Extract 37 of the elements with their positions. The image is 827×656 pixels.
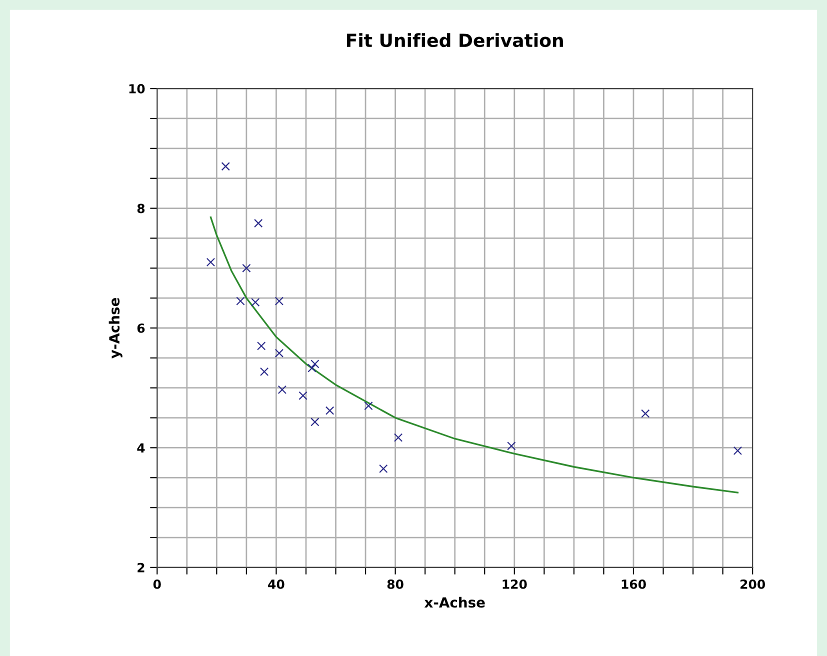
chart-title: Fit Unified Derivation	[347, 33, 563, 48]
point	[308, 364, 316, 372]
y-tick-label: 6	[137, 323, 145, 333]
point	[254, 218, 263, 228]
point	[394, 433, 403, 442]
point	[221, 162, 230, 171]
point	[641, 409, 650, 418]
line-series	[210, 216, 739, 494]
y-tick-label: 2	[138, 562, 144, 572]
x-tick-label: 120	[502, 579, 527, 589]
point	[260, 367, 269, 376]
point	[274, 296, 284, 306]
x-tick-label: 0	[153, 579, 161, 589]
point	[310, 418, 320, 426]
point	[364, 401, 373, 410]
point	[256, 342, 266, 350]
x-tick-label: 80	[387, 579, 404, 589]
y-tick-label: 4	[137, 443, 145, 452]
y-tick-label: 8	[137, 204, 145, 214]
point	[325, 406, 334, 415]
y-axis-title: y-Achse	[108, 298, 122, 359]
point	[251, 298, 260, 307]
x-tick-label: 160	[622, 579, 646, 589]
point	[507, 442, 516, 450]
point	[274, 348, 284, 358]
point	[236, 296, 245, 306]
x-tick-label: 200	[740, 579, 766, 589]
point	[379, 464, 388, 474]
point	[733, 446, 742, 456]
x-axis-title: x-Achse	[424, 596, 485, 608]
point	[298, 391, 308, 400]
point	[242, 264, 251, 272]
point	[206, 258, 216, 267]
y-tick-label: 10	[129, 84, 145, 94]
point	[310, 360, 320, 368]
x-tick-label: 40	[268, 579, 284, 589]
point	[278, 385, 287, 394]
